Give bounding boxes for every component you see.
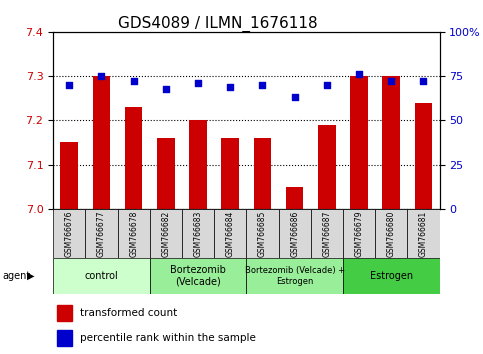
Text: GSM766684: GSM766684 — [226, 210, 235, 257]
Point — [227, 84, 234, 90]
Text: ▶: ▶ — [27, 271, 34, 281]
Bar — [246, 258, 343, 294]
Text: Bortezomib
(Velcade): Bortezomib (Velcade) — [170, 265, 226, 287]
Bar — [53, 209, 85, 258]
Bar — [279, 209, 311, 258]
Text: GSM766680: GSM766680 — [387, 210, 396, 257]
Bar — [311, 209, 343, 258]
Point — [65, 82, 73, 88]
Bar — [53, 258, 150, 294]
Text: GSM766683: GSM766683 — [194, 210, 202, 257]
Point — [98, 73, 105, 79]
Point — [291, 95, 298, 100]
Bar — [182, 209, 214, 258]
Point — [258, 82, 266, 88]
Text: GSM766685: GSM766685 — [258, 210, 267, 257]
Bar — [221, 138, 239, 209]
Point — [130, 79, 138, 84]
Bar — [189, 120, 207, 209]
Bar — [150, 258, 246, 294]
Text: GSM766681: GSM766681 — [419, 211, 428, 257]
Bar — [214, 209, 246, 258]
Point — [355, 72, 363, 77]
Bar — [57, 330, 72, 346]
Bar — [254, 138, 271, 209]
Text: GSM766682: GSM766682 — [161, 211, 170, 257]
Point — [194, 80, 202, 86]
Bar — [343, 209, 375, 258]
Text: Bortezomib (Velcade) +
Estrogen: Bortezomib (Velcade) + Estrogen — [244, 267, 345, 286]
Bar — [286, 187, 303, 209]
Bar — [93, 76, 110, 209]
Bar — [383, 76, 400, 209]
Text: GSM766677: GSM766677 — [97, 210, 106, 257]
Bar — [150, 209, 182, 258]
Bar — [60, 143, 78, 209]
Bar — [343, 258, 440, 294]
Bar — [375, 209, 407, 258]
Text: GSM766687: GSM766687 — [322, 210, 331, 257]
Point — [420, 79, 427, 84]
Bar — [125, 107, 142, 209]
Text: transformed count: transformed count — [80, 308, 177, 318]
Point — [387, 79, 395, 84]
Bar — [85, 209, 117, 258]
Bar — [414, 103, 432, 209]
Text: agent: agent — [2, 271, 30, 281]
Text: GSM766686: GSM766686 — [290, 210, 299, 257]
Text: GSM766676: GSM766676 — [65, 210, 74, 257]
Bar — [407, 209, 440, 258]
Bar — [246, 209, 279, 258]
Bar — [117, 209, 150, 258]
Text: Estrogen: Estrogen — [369, 271, 413, 281]
Text: control: control — [85, 271, 118, 281]
Point — [323, 82, 331, 88]
Bar — [350, 76, 368, 209]
Bar — [57, 305, 72, 321]
Text: GSM766678: GSM766678 — [129, 210, 138, 257]
Bar — [318, 125, 336, 209]
Text: GSM766679: GSM766679 — [355, 210, 364, 257]
Bar — [157, 138, 175, 209]
Point — [162, 86, 170, 91]
Text: GDS4089 / ILMN_1676118: GDS4089 / ILMN_1676118 — [117, 16, 317, 32]
Text: percentile rank within the sample: percentile rank within the sample — [80, 333, 256, 343]
